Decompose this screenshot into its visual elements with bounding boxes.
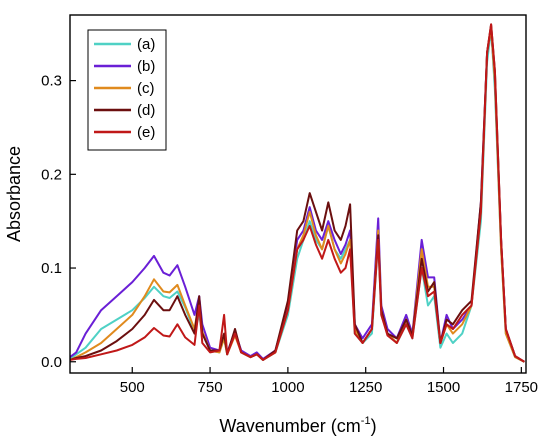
x-axis-title: Wavenumber (cm-1) (219, 415, 376, 436)
x-tick-label-3: 1000 (271, 379, 304, 396)
legend-label-1: (a) (137, 36, 155, 53)
x-tick-label-2: 750 (198, 379, 223, 396)
series-line-5 (69, 23, 525, 363)
tick-layer: 500 750 1000 1250 1500 1750 0.0 0.1 0.2 0.3 (41, 73, 538, 396)
legend: (a) (b) (c) (d) (e) (87, 29, 167, 151)
y-tick-label-1: 0.0 (41, 354, 62, 371)
legend-label-4: (d) (137, 102, 155, 119)
y-tick-label-4: 0.3 (41, 73, 62, 90)
x-tick-label-4: 1250 (349, 379, 382, 396)
x-axis-title-superscript: -1 (361, 415, 371, 427)
x-tick-label-5: 1500 (427, 379, 460, 396)
legend-label-3: (c) (137, 80, 155, 97)
series-line-4 (69, 23, 525, 363)
plot-frame (69, 14, 527, 374)
legend-label-2: (b) (137, 58, 155, 75)
x-tick-label-6: 1750 (505, 379, 538, 396)
y-tick-label-3: 0.2 (41, 166, 62, 183)
x-tick-label-1: 500 (120, 379, 145, 396)
x-axis-title-end: ) (371, 416, 377, 436)
legend-box (87, 29, 167, 151)
y-axis-title: Absorbance (4, 146, 24, 242)
x-axis-title-main: Wavenumber (cm (219, 416, 360, 436)
series-layer (69, 23, 525, 363)
series-line-3 (69, 28, 525, 363)
y-tick-label-2: 0.1 (41, 260, 62, 277)
legend-label-5: (e) (137, 124, 155, 141)
